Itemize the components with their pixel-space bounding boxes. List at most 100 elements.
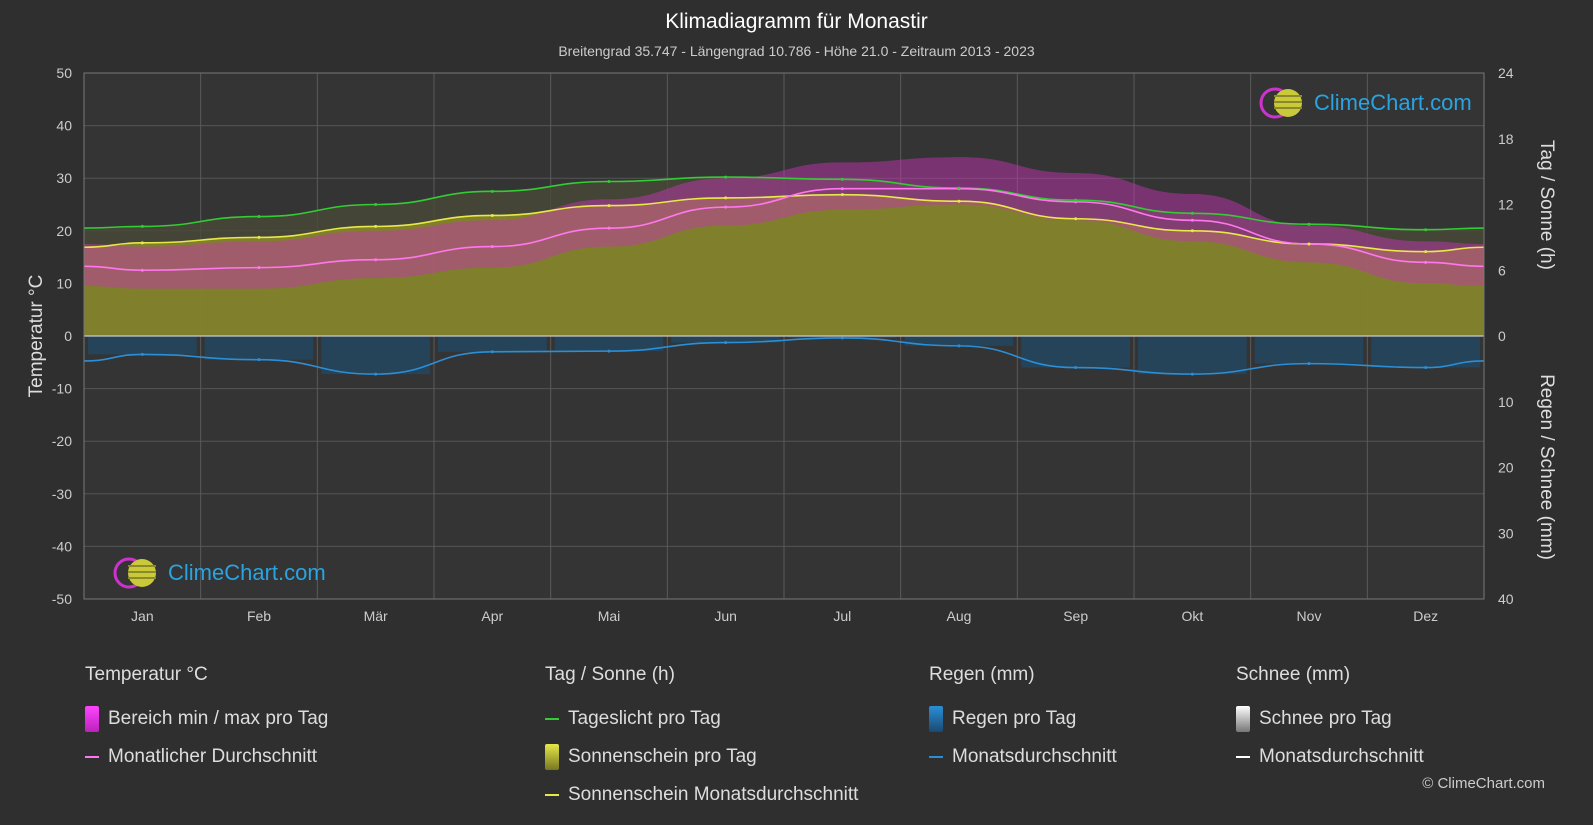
chart-subtitle: Breitengrad 35.747 - Längengrad 10.786 -… (558, 43, 1035, 59)
rain-bar (88, 336, 197, 355)
right-tick-label-sun: 18 (1498, 131, 1514, 147)
sunshine-avg-line (83, 193, 1485, 253)
legend-item: Monatsdurchschnitt (1236, 738, 1424, 776)
month-label: Nov (1297, 608, 1322, 624)
rain-point (490, 350, 494, 354)
rain-point (607, 349, 611, 353)
month-label: Jul (833, 608, 851, 624)
temperature-range-band (84, 157, 1484, 289)
logo-top: ClimeChart.com (1258, 86, 1472, 120)
legend-item: Sonnenschein Monatsdurchschnitt (545, 776, 858, 814)
rain-point (1307, 362, 1311, 366)
legend-temperature: Temperatur °C Bereich min / max pro Tag … (85, 664, 328, 776)
rain-point (140, 352, 144, 356)
left-tick-label: -20 (52, 433, 72, 449)
sunshine-point (1074, 217, 1078, 221)
month-label: Aug (947, 608, 972, 624)
rain-bar (204, 336, 314, 360)
chart-title: Klimadiagramm für Monastir (665, 10, 928, 33)
rain-point (957, 344, 961, 348)
left-tick-label: -10 (52, 381, 72, 397)
left-tick-label: -30 (52, 486, 72, 502)
month-label: Sep (1063, 608, 1088, 624)
swatch-daylight (545, 718, 559, 720)
daylight-point (1424, 228, 1428, 232)
temperature-point (607, 226, 611, 230)
left-tick-label: 10 (56, 275, 72, 291)
temperature-point (490, 245, 494, 249)
sunshine-point (1190, 229, 1194, 233)
temperature-avg-line (83, 187, 1485, 272)
temperature-point (140, 268, 144, 272)
temperature-point (257, 266, 261, 270)
right-tick-label-sun: 12 (1498, 197, 1514, 213)
swatch-rain (929, 706, 943, 732)
rain-point (374, 372, 378, 376)
logo-text: ClimeChart.com (1314, 90, 1472, 115)
month-label: Jun (714, 608, 737, 624)
temperature-point (1424, 260, 1428, 264)
daylight-point (490, 189, 494, 193)
legend-item: Bereich min / max pro Tag (85, 700, 328, 738)
right-axis-title-sun: Tag / Sonne (h) (1536, 140, 1557, 270)
sunshine-area (84, 194, 1484, 336)
left-tick-label: 20 (56, 223, 72, 239)
sunshine-point (1307, 242, 1311, 246)
logo-icon (1259, 87, 1302, 119)
climate-chart: 50 40 30 20 10 0 -10 -20 -30 -40 -50 24 18 12 6 0 10 20 30… (52, 65, 1514, 624)
rain-bar (321, 336, 430, 375)
logo-text: ClimeChart.com (168, 560, 326, 585)
daylight-point (1307, 222, 1311, 226)
rain-point (1424, 366, 1428, 370)
legend-item: Monatlicher Durchschnitt (85, 738, 328, 776)
swatch-rain-avg (929, 756, 943, 758)
temperature-point (724, 205, 728, 209)
right-tick-label-sun: 6 (1498, 262, 1506, 278)
right-tick-label-rain: 20 (1498, 460, 1514, 476)
temperature-point (374, 258, 378, 262)
sunshine-point (1424, 250, 1428, 254)
rain-point (1074, 366, 1078, 370)
rain-point (1190, 372, 1194, 376)
rain-point (724, 341, 728, 345)
swatch-snow-avg (1236, 756, 1250, 758)
daylight-point (257, 215, 261, 219)
right-tick-label-rain: 10 (1498, 394, 1514, 410)
daylight-point (140, 224, 144, 228)
rain-point (840, 336, 844, 340)
legend-heading: Regen (mm) (929, 664, 1035, 685)
month-label: Mai (598, 608, 621, 624)
left-tick-label: 0 (64, 328, 72, 344)
rain-bar (904, 336, 1014, 346)
legend-heading: Schnee (mm) (1236, 664, 1351, 685)
month-label: Feb (247, 608, 271, 624)
left-tick-label: -40 (52, 538, 72, 554)
rain-bar (1021, 336, 1130, 368)
daylight-point (374, 203, 378, 206)
swatch-snow (1236, 706, 1250, 732)
rain-point (257, 358, 261, 362)
sunshine-point (374, 224, 378, 228)
daylight-point (607, 179, 611, 183)
daylight-point (957, 186, 961, 190)
right-tick-label-sun: 24 (1498, 65, 1514, 81)
sunshine-point (957, 199, 961, 203)
swatch-sunshine (545, 744, 559, 770)
month-label: Mär (364, 608, 388, 624)
left-tick-label: 40 (56, 118, 72, 134)
legend-snow: Schnee (mm) Schnee pro Tag Monatsdurchsc… (1236, 664, 1424, 776)
left-tick-label: 50 (56, 65, 72, 81)
daylight-line (83, 176, 1485, 231)
rain-avg-line (83, 337, 1485, 375)
legend-heading: Tag / Sonne (h) (545, 664, 675, 685)
sunshine-point (490, 213, 494, 217)
legend-heading: Temperatur °C (85, 664, 208, 685)
right-axis-title-rain: Regen / Schnee (mm) (1536, 374, 1557, 560)
month-label: Jan (131, 608, 154, 624)
swatch-temp-avg (85, 756, 99, 758)
plot-frame (83, 72, 1485, 600)
daylight-point (1074, 198, 1078, 202)
sunshine-point (607, 204, 611, 208)
swatch-sunshine-avg (545, 794, 559, 796)
month-label: Apr (481, 608, 503, 624)
